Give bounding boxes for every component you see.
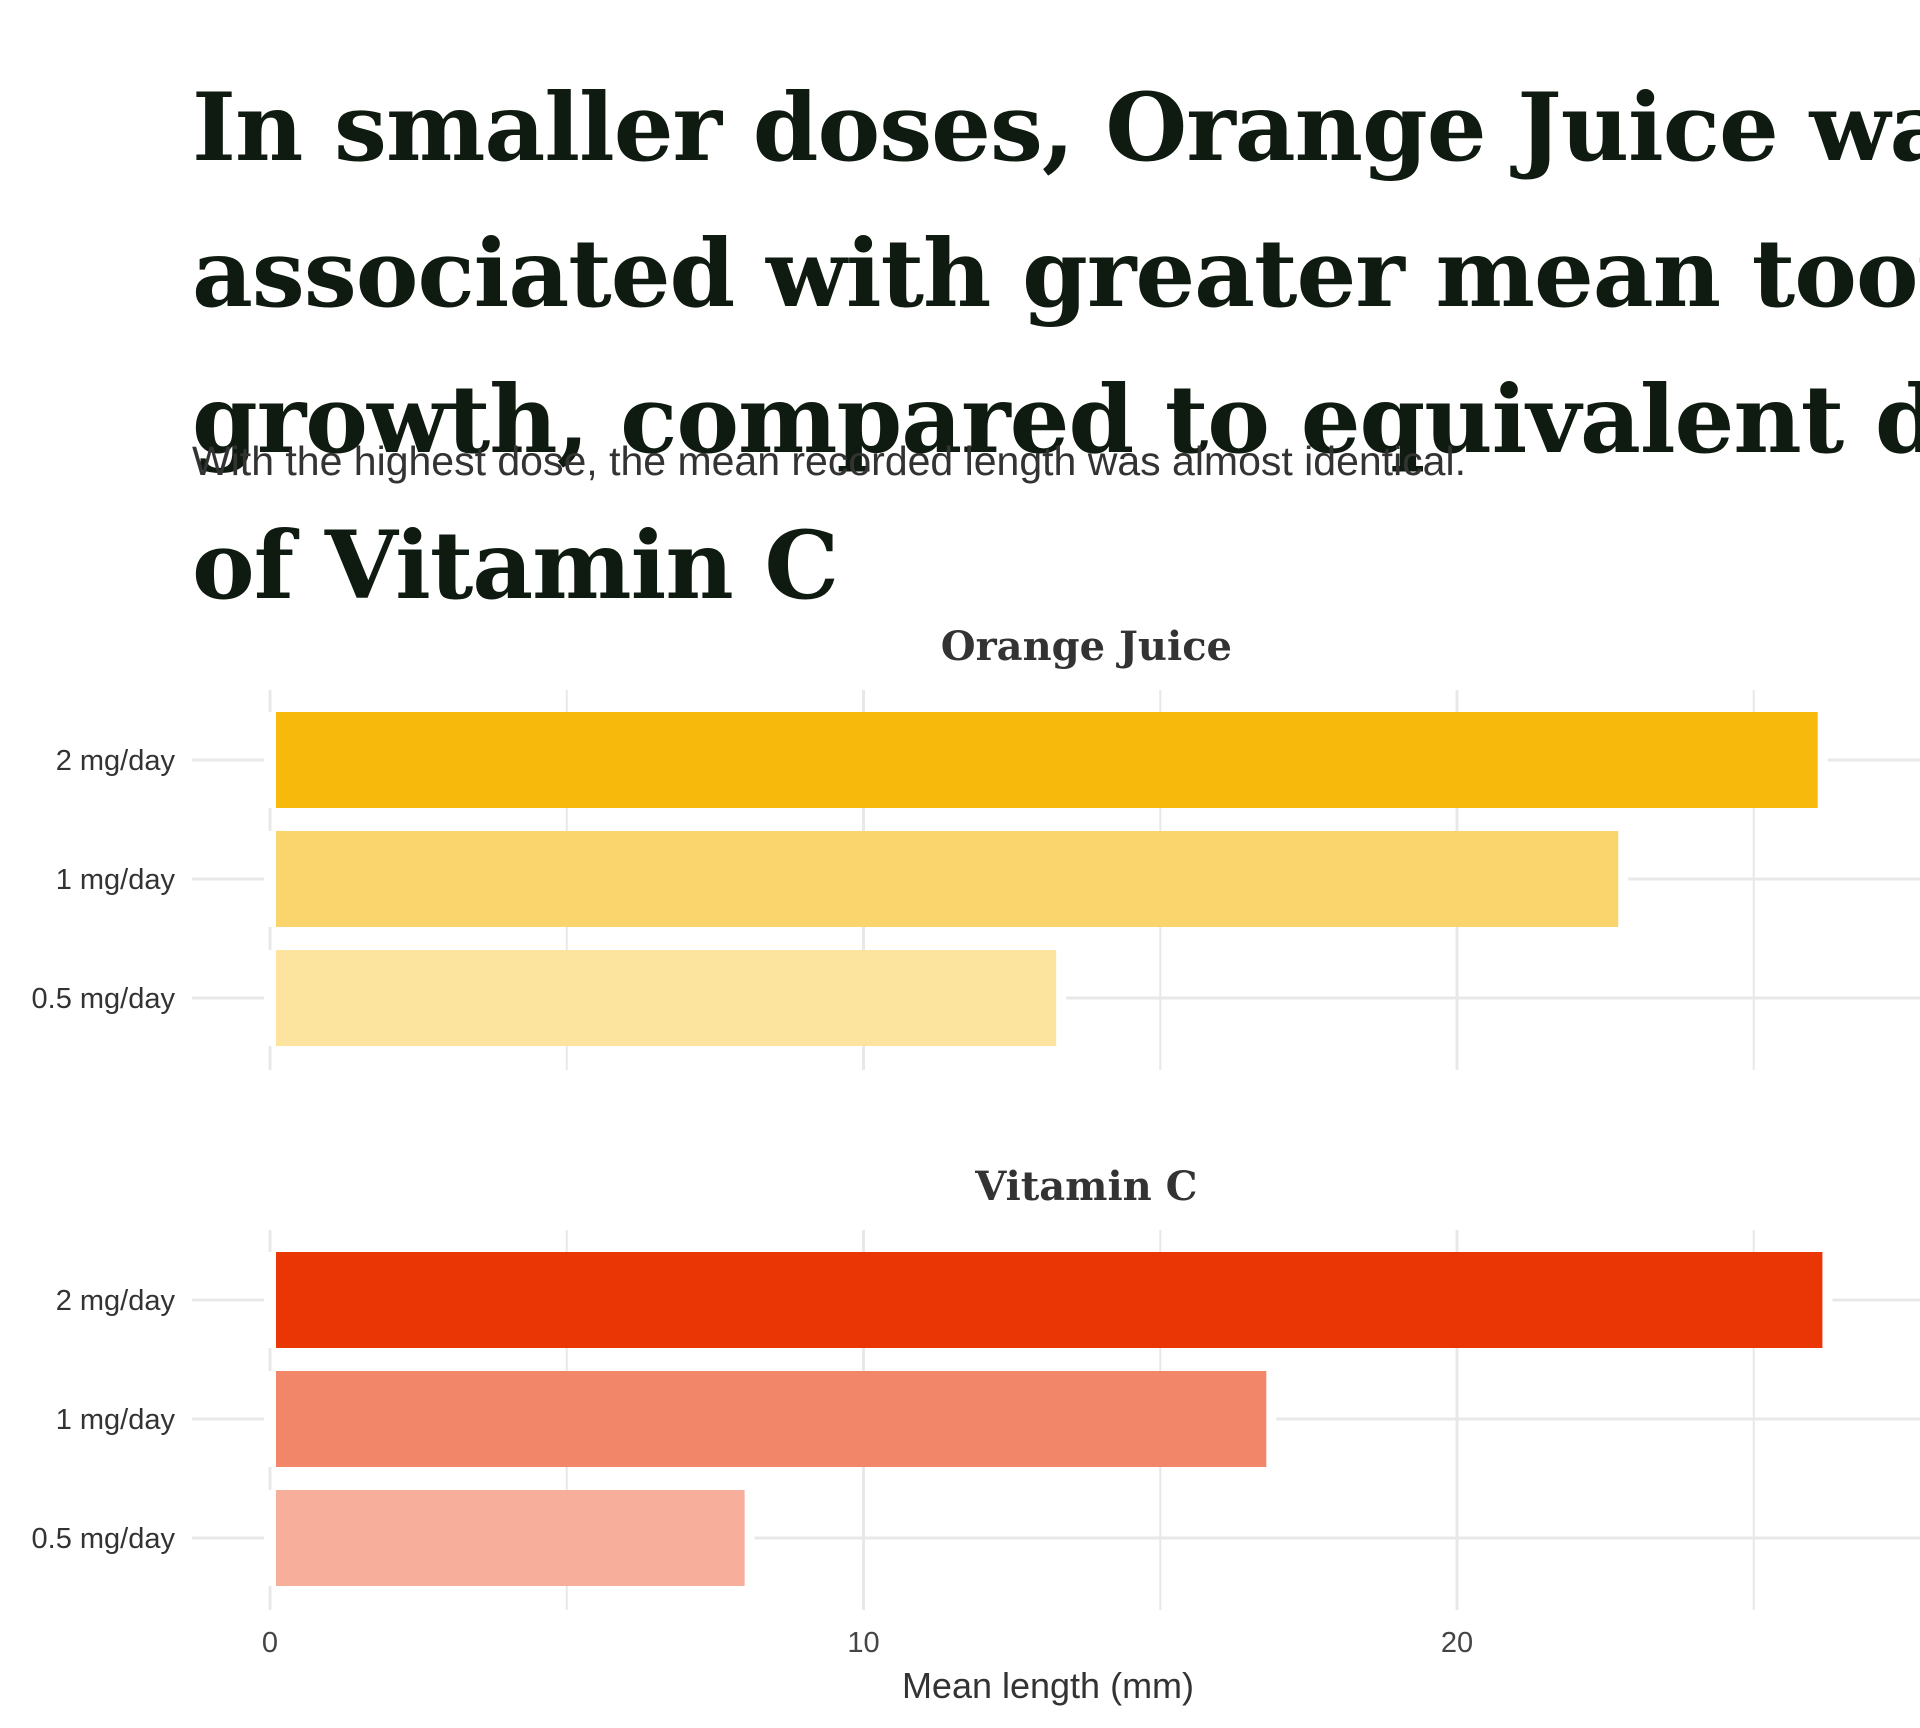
bar-gap bbox=[264, 1490, 755, 1586]
category-label: 0.5 mg/day bbox=[32, 983, 176, 1015]
category-label: 0.5 mg/day bbox=[32, 1523, 176, 1555]
category-label: 1 mg/day bbox=[56, 864, 176, 896]
bar bbox=[276, 1371, 1267, 1467]
chart-subtitle: With the highest dose, the mean recorded… bbox=[192, 438, 1466, 484]
x-tick-label: 10 bbox=[847, 1627, 879, 1659]
category-label: 1 mg/day bbox=[56, 1404, 176, 1436]
x-axis-title: Mean length (mm) bbox=[902, 1665, 1194, 1706]
chart-title: In smaller doses, Orange Juice was assoc… bbox=[192, 73, 1920, 621]
x-tick-label: 20 bbox=[1441, 1627, 1473, 1659]
bar bbox=[276, 1490, 745, 1586]
facet-title: Vitamin C bbox=[974, 1163, 1197, 1210]
facet-title: Orange Juice bbox=[941, 623, 1232, 670]
x-tick-label: 0 bbox=[262, 1627, 278, 1659]
bar-gap bbox=[264, 950, 1067, 1046]
category-label: 2 mg/day bbox=[56, 1285, 176, 1317]
bar bbox=[276, 1252, 1823, 1348]
bar bbox=[276, 831, 1619, 927]
category-label: 2 mg/day bbox=[56, 745, 176, 777]
bar bbox=[276, 712, 1818, 808]
bar bbox=[276, 950, 1057, 1046]
